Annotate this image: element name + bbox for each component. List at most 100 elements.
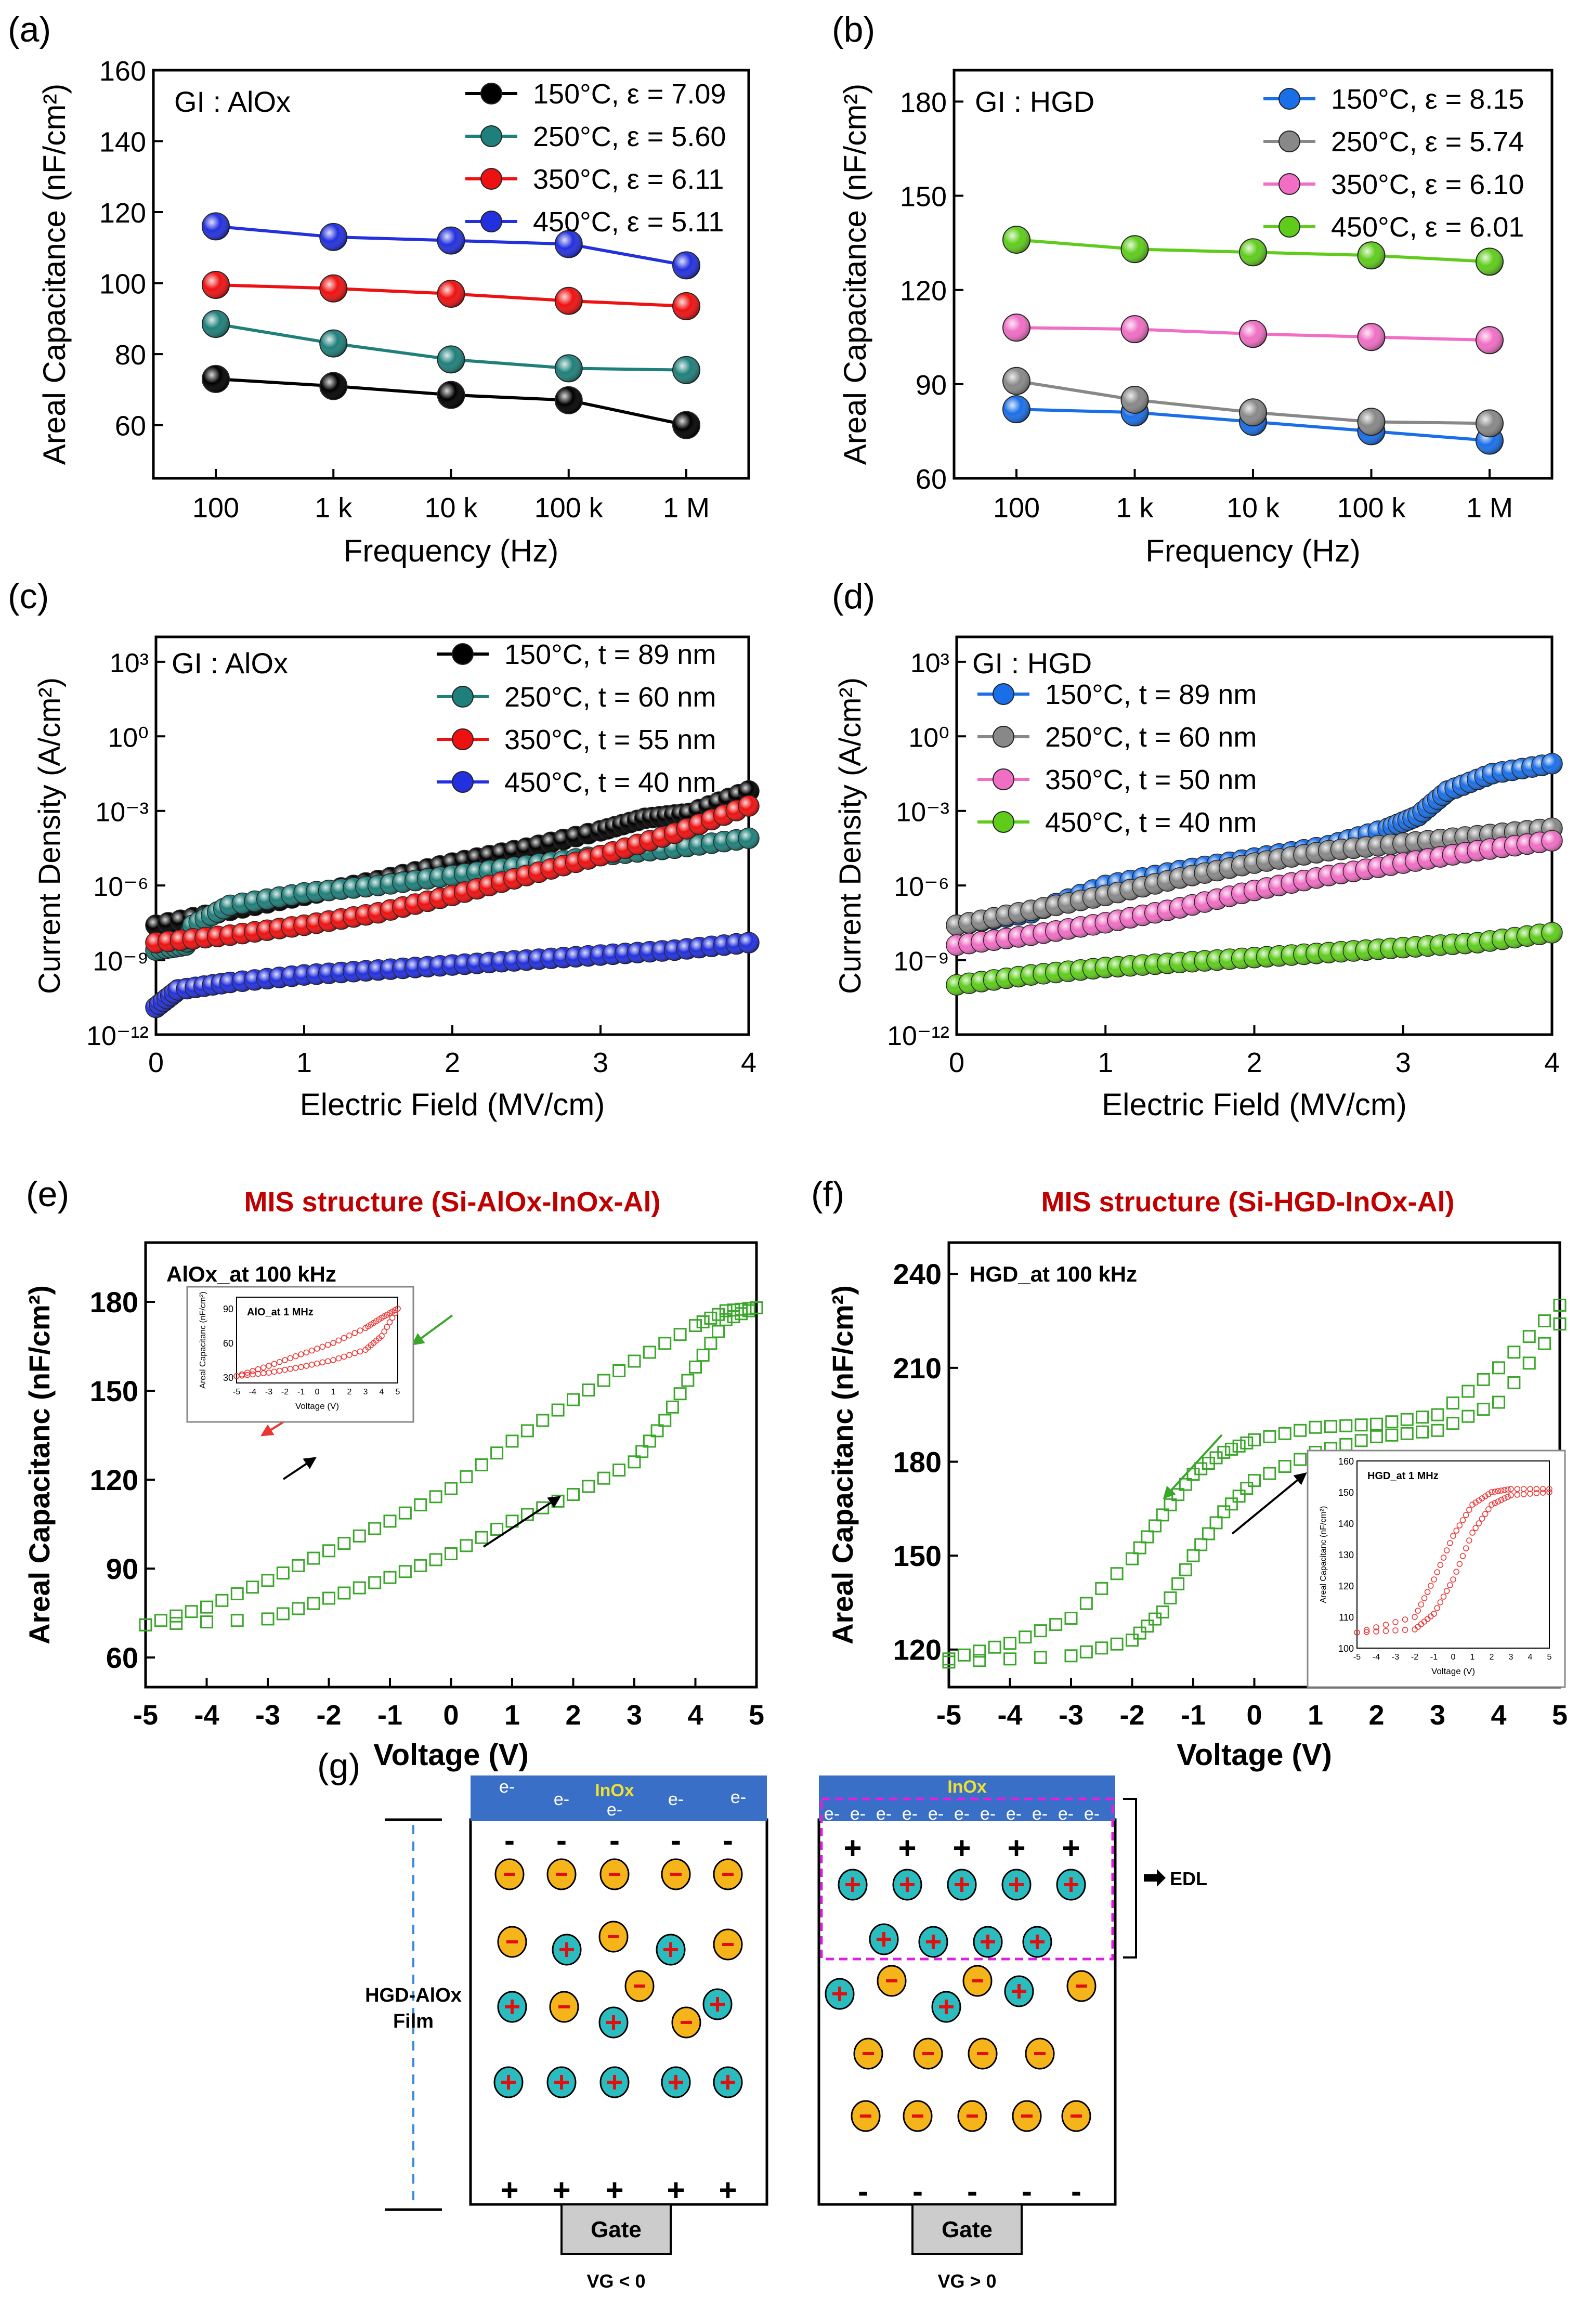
plus-sign-icon xyxy=(560,2075,563,2090)
x-tick-label: 1 M xyxy=(663,492,710,524)
y-tick-label: 10⁻¹² xyxy=(887,1021,949,1051)
inset-data-point xyxy=(1412,1614,1418,1620)
y-tick-label: 10⁰ xyxy=(908,723,949,753)
inset-data-point xyxy=(1505,1494,1511,1500)
data-point xyxy=(973,1644,986,1658)
data-point xyxy=(185,1605,198,1618)
data-point-shine xyxy=(1476,410,1503,437)
legend-marker xyxy=(1278,216,1300,238)
x-tick-label: -1 xyxy=(377,1700,402,1731)
data-point xyxy=(1461,1385,1475,1398)
y-tick-label: 80 xyxy=(115,340,146,371)
inset-data-point xyxy=(1539,1486,1546,1492)
sweep-arrow xyxy=(411,1314,453,1346)
inset-data-point xyxy=(1485,1491,1492,1497)
edl-arrow-icon xyxy=(1144,1869,1166,1887)
electron: e- xyxy=(980,1804,996,1824)
edl-bracket xyxy=(1123,1798,1137,1959)
data-point xyxy=(988,1640,1001,1654)
legend-entry: 450°C, ε = 5.11 xyxy=(533,206,724,238)
inset-data-point xyxy=(314,1360,320,1367)
inset-data-point xyxy=(1492,1489,1498,1495)
annotation: GI : HGD xyxy=(975,85,1094,118)
y-tick-label: 180 xyxy=(90,1286,138,1318)
inset-y-tick-label: 160 xyxy=(1338,1456,1354,1467)
plus-sign-icon xyxy=(838,1987,841,2001)
inset-data-point xyxy=(1424,1589,1431,1595)
data-point xyxy=(1400,1413,1414,1426)
inset-y-tick-label: 60 xyxy=(223,1338,233,1349)
minus-sign-icon xyxy=(506,1940,518,1943)
data-point xyxy=(1149,1519,1162,1533)
panel-label-a: (a) xyxy=(8,10,51,49)
legend-entry: 350°C, t = 55 nm xyxy=(504,724,716,755)
inset-data-point xyxy=(1453,1569,1459,1575)
inset-data-point xyxy=(1431,1576,1437,1583)
data-point xyxy=(1126,1634,1139,1647)
minus-sign-icon xyxy=(609,1873,620,1876)
data-point xyxy=(337,1586,351,1600)
legend-marker xyxy=(1278,88,1300,110)
inset-data-point xyxy=(1472,1499,1479,1506)
charge-sign: - xyxy=(1022,2174,1032,2209)
data-point xyxy=(1309,1420,1322,1434)
inset-data-point xyxy=(282,1357,288,1363)
data-point-shine xyxy=(1003,314,1030,342)
data-point xyxy=(536,1414,550,1427)
x-tick-label: -4 xyxy=(194,1700,219,1731)
chart-a-capacitance-alox: 60 80 100 120 140 160 100 1 k 10 k 100 k 1 M Freque… xyxy=(37,56,750,568)
inset-x-tick-label: -3 xyxy=(265,1388,272,1396)
inset-x-axis-label: Voltage (V) xyxy=(295,1401,339,1411)
legend-marker xyxy=(452,728,474,750)
x-axis-label: Frequency (Hz) xyxy=(344,533,558,568)
data-point-shine xyxy=(555,355,582,382)
data-point xyxy=(704,1311,717,1325)
data-point xyxy=(1194,1538,1208,1551)
data-point-shine xyxy=(555,386,582,414)
y-tick-label: 10⁻⁹ xyxy=(893,947,949,977)
data-point xyxy=(957,1648,971,1662)
charge-sign: + xyxy=(1062,1831,1080,1865)
data-point xyxy=(712,1325,725,1338)
y-tick-label: 160 xyxy=(99,56,146,87)
data-point-shine xyxy=(1239,239,1267,266)
inset-data-point xyxy=(1428,1583,1434,1589)
inset-data-point xyxy=(1533,1486,1540,1492)
y-tick-label: 60 xyxy=(106,1641,138,1674)
left-electron: e- xyxy=(554,1790,569,1809)
sweep-arrow xyxy=(482,1496,562,1548)
panel-label-e: (e) xyxy=(26,1174,69,1214)
x-tick-label: 3 xyxy=(627,1700,642,1731)
x-tick-label: 0 xyxy=(1246,1700,1262,1731)
data-point xyxy=(1248,1474,1261,1487)
inset-data-point xyxy=(1373,1624,1379,1630)
minus-sign-icon xyxy=(977,2052,988,2055)
inset-data-point xyxy=(233,1373,240,1379)
inset-data-point xyxy=(1479,1495,1485,1502)
inset-x-tick-label: 0 xyxy=(1451,1653,1456,1662)
chart-b-capacitance-hgd: 60 90 120 150 180 100 1 k 10 k 100 k 1 M Frequency… xyxy=(838,69,1554,568)
legend-entry: 150°C, ε = 7.09 xyxy=(533,79,726,110)
data-point xyxy=(307,1551,320,1565)
inset-data-point xyxy=(357,1327,363,1334)
data-point-shine xyxy=(1358,323,1385,351)
data-point xyxy=(1522,1330,1536,1343)
y-tick-label: 10⁻³ xyxy=(896,798,949,828)
data-point xyxy=(1217,1505,1231,1519)
plus-sign-icon xyxy=(945,2000,948,2014)
inset-x-tick-label: 4 xyxy=(1528,1653,1533,1662)
data-point xyxy=(368,1522,382,1535)
data-point xyxy=(1278,1460,1291,1473)
data-point xyxy=(490,1522,504,1536)
data-point xyxy=(750,1301,763,1314)
y-tick-label: 60 xyxy=(115,411,146,442)
data-point-shine xyxy=(1358,242,1385,269)
data-point xyxy=(429,1553,442,1566)
data-point xyxy=(551,1403,565,1417)
data-point xyxy=(1149,1612,1162,1626)
x-tick-label: 5 xyxy=(749,1700,764,1731)
data-point xyxy=(1240,1436,1254,1450)
inset-data-point xyxy=(319,1343,326,1350)
legend-marker xyxy=(480,168,502,190)
inset-data-point xyxy=(1363,1627,1370,1633)
